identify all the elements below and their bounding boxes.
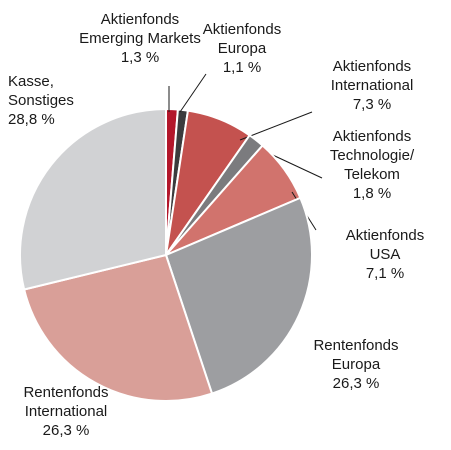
slice-value: 7,1 % <box>365 265 405 282</box>
slice-value: 7,3 % <box>352 96 392 113</box>
pie-slice <box>19 107 167 291</box>
slice-name: Aktienfonds International <box>330 58 414 94</box>
slice-label: Aktienfonds Europa 1,1 % <box>203 20 281 77</box>
slice-name: Rentenfonds International <box>23 384 109 420</box>
slice-label: Kasse, Sonstiges 28,8 % <box>8 72 74 129</box>
slice-value: 1,1 % <box>222 59 262 76</box>
slice-value: 1,8 % <box>352 185 392 202</box>
slice-name: Aktienfonds Europa <box>202 21 282 57</box>
slice-value: 26,3 % <box>42 422 90 439</box>
slice-name: Rentenfonds Europa <box>313 337 399 373</box>
slice-value: 26,3 % <box>332 375 380 392</box>
slice-label: Aktienfonds USA 7,1 % <box>346 226 424 283</box>
slice-name: Aktienfonds USA <box>345 227 425 263</box>
slice-value: 28,8 % <box>8 111 55 128</box>
pie-slice <box>164 196 313 395</box>
slice-label: Rentenfonds Europa 26,3 % <box>313 336 398 393</box>
pie-slice <box>22 253 214 402</box>
slice-label: Aktienfonds Emerging Markets 1,3 % <box>79 10 201 67</box>
slice-name: Aktienfonds Technologie/ Telekom <box>329 128 415 183</box>
slice-value: 1,3 % <box>120 49 160 66</box>
slice-name: Aktienfonds Emerging Markets <box>79 11 201 47</box>
leader-line <box>179 73 207 113</box>
slice-name: Kasse, Sonstiges <box>8 73 74 109</box>
slice-label: Rentenfonds International 26,3 % <box>23 383 108 440</box>
slice-label: Aktienfonds International 7,3 % <box>331 57 414 114</box>
leader-line <box>239 111 313 141</box>
slice-label: Aktienfonds Technologie/ Telekom 1,8 % <box>330 127 414 203</box>
